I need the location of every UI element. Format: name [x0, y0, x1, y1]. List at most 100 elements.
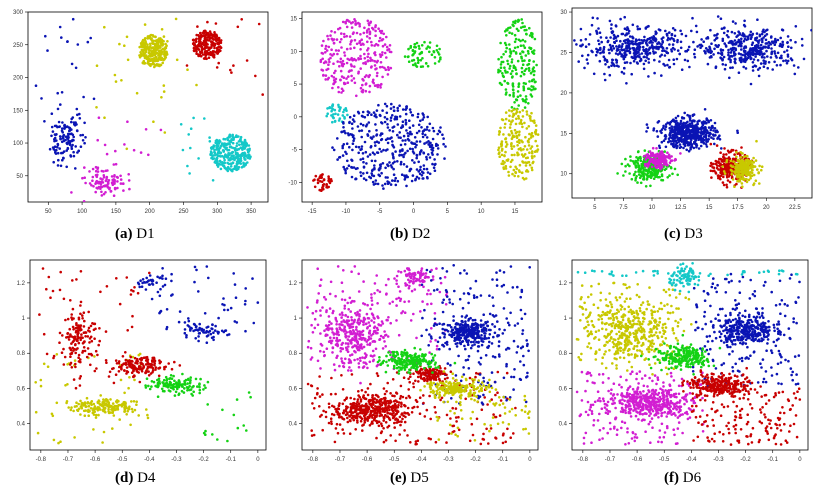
cluster-point-red — [722, 183, 726, 187]
cluster-point-blue — [757, 52, 760, 55]
noise-point-blue — [183, 331, 187, 335]
cluster-point-blue — [736, 40, 740, 44]
cluster-point-yellow — [528, 163, 532, 167]
cluster-point-blue — [373, 153, 376, 156]
cluster-point-magenta — [389, 66, 393, 70]
cluster-point-blue — [431, 162, 434, 166]
cluster-point-blue — [673, 28, 677, 32]
noise-point-blue — [170, 294, 173, 297]
cluster-point-magenta — [375, 74, 379, 78]
cluster-point-blue — [623, 27, 627, 31]
cluster-point-magenta — [345, 47, 349, 51]
cluster-point-cyan — [235, 165, 238, 168]
cluster-point-blue — [409, 111, 413, 114]
cluster-point-green — [635, 156, 638, 159]
cluster-point-magenta — [333, 31, 337, 34]
cluster-point-blue — [77, 149, 80, 153]
cluster-point-blue — [765, 49, 768, 53]
cluster-point-blue — [683, 58, 687, 62]
cluster-point-red — [212, 38, 216, 41]
cluster-point-magenta — [81, 176, 84, 180]
cluster-point-green — [629, 155, 632, 158]
plot-frame — [301, 11, 543, 203]
cluster-point-blue — [750, 43, 754, 46]
cluster-point-magenta — [338, 40, 342, 44]
cluster-point-red — [197, 34, 200, 37]
cluster-point-blue — [79, 145, 83, 148]
cluster-point-blue — [623, 15, 626, 19]
cluster-point-blue — [751, 65, 755, 69]
cluster-point-blue — [748, 33, 752, 37]
cluster-point-red — [195, 37, 198, 41]
cluster-point-blue — [350, 165, 353, 169]
cluster-point-blue — [660, 140, 664, 144]
cluster-point-yellow — [747, 173, 751, 176]
cluster-point-magenta — [338, 65, 341, 68]
cluster-point-blue — [752, 58, 756, 61]
cluster-point-magenta — [664, 158, 667, 161]
cluster-point-green — [523, 99, 527, 102]
cluster-point-red — [74, 351, 77, 355]
cluster-point-red — [66, 317, 70, 321]
x-tick-label: 15 — [706, 205, 713, 211]
cluster-point-blue — [625, 28, 629, 32]
cluster-point-yellow — [723, 172, 727, 175]
cluster-point-yellow — [505, 143, 509, 146]
cluster-point-blue — [662, 124, 665, 128]
noise-point-green — [242, 424, 245, 427]
cluster-point-blue — [586, 62, 590, 65]
cluster-point-blue — [666, 121, 669, 125]
cluster-point-red — [321, 183, 325, 187]
cluster-point-blue — [790, 46, 793, 50]
noise-point-yellow — [36, 431, 40, 435]
cluster-point-yellow — [504, 150, 507, 154]
cluster-point-red — [154, 368, 157, 371]
cluster-point-blue — [669, 120, 673, 124]
noise-point-blue — [161, 274, 164, 278]
points-layer — [34, 265, 260, 445]
cluster-point-blue — [579, 39, 583, 42]
cluster-point-blue — [360, 114, 364, 118]
cluster-point-magenta — [90, 184, 93, 187]
cluster-point-cyan — [244, 163, 247, 167]
cluster-point-green — [412, 52, 415, 56]
cluster-point-red — [82, 311, 86, 314]
cluster-point-magenta — [359, 48, 362, 51]
cluster-point-blue — [705, 145, 709, 148]
cluster-point-magenta — [373, 64, 377, 67]
cluster-point-blue — [684, 50, 687, 53]
noise-point-blue — [193, 265, 197, 269]
cluster-point-blue — [586, 53, 590, 57]
cluster-point-blue — [632, 48, 636, 52]
cluster-point-blue — [625, 82, 628, 85]
cluster-point-yellow — [530, 166, 534, 170]
cluster-point-blue — [691, 119, 694, 123]
cluster-point-blue — [781, 40, 784, 44]
cluster-point-green — [531, 78, 534, 82]
cluster-point-magenta — [372, 81, 375, 85]
cluster-point-blue — [693, 119, 696, 123]
noise-point-yellow — [92, 428, 95, 431]
cluster-point-blue — [380, 132, 384, 135]
cluster-point-yellow — [159, 54, 162, 57]
cluster-point-green — [426, 45, 430, 48]
cluster-point-yellow — [530, 111, 533, 115]
cluster-point-yellow — [146, 43, 149, 46]
cluster-point-red — [217, 37, 221, 40]
cluster-point-cyan — [234, 156, 237, 160]
cluster-point-blue — [717, 51, 720, 55]
cluster-point-cyan — [239, 135, 243, 139]
cluster-point-green — [651, 167, 655, 171]
cluster-point-red — [74, 343, 77, 346]
noise-point-green — [216, 438, 219, 441]
cluster-point-yellow — [536, 133, 540, 136]
noise-point-blue — [170, 279, 173, 283]
cluster-point-magenta — [70, 191, 73, 194]
cluster-point-yellow — [145, 57, 149, 61]
cluster-point-blue — [366, 155, 370, 158]
cluster-point-blue — [743, 19, 746, 23]
noise-point-blue — [203, 312, 207, 315]
cluster-point-blue — [656, 135, 660, 138]
cluster-point-magenta — [346, 19, 350, 22]
cluster-point-red — [209, 46, 212, 50]
